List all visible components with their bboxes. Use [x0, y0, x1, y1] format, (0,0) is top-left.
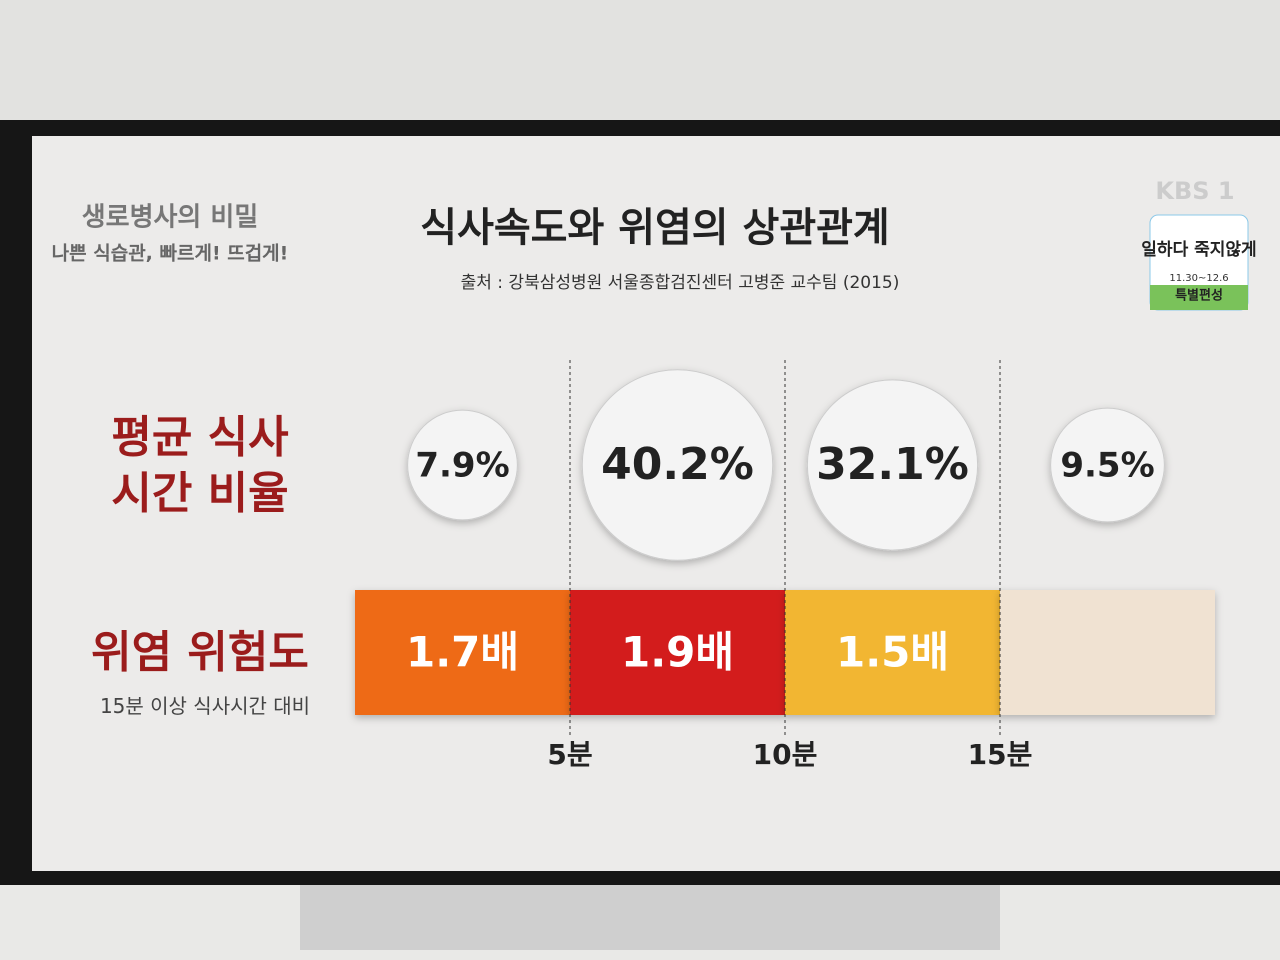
risk-bar	[355, 590, 570, 715]
risk-bar	[1000, 590, 1215, 715]
row-note: 15분 이상 식사시간 대비	[99, 694, 311, 718]
chart-source: 출처 : 강북삼성병원 서울종합검진센터 고병준 교수팀 (2015)	[461, 273, 900, 293]
risk-label: 1.5배	[836, 628, 949, 677]
channel-logo: KBS 1	[1155, 177, 1234, 205]
share-label: 40.2%	[601, 439, 754, 490]
risk-label: 1.7배	[406, 628, 519, 677]
chart-title: 식사속도와 위염의 상관관계	[420, 205, 889, 251]
share-circle	[407, 409, 518, 521]
risk-bar	[785, 590, 1000, 715]
badge-grass	[1150, 285, 1248, 310]
x-tick-label: 10분	[753, 738, 818, 771]
x-tick-label: 15분	[968, 738, 1033, 771]
share-circle	[806, 379, 979, 551]
tv-stand	[300, 880, 1000, 950]
risk-bar	[570, 590, 785, 715]
program-tagline: 나쁜 식습관, 빠르게! 뜨겁게!	[52, 243, 289, 265]
x-tick-label: 5분	[547, 738, 592, 771]
row-label: 위염 위험도	[91, 627, 309, 678]
row-label: 평균 식사 시간 비율	[111, 412, 289, 519]
share-circle	[1050, 407, 1165, 523]
program-logo: 생로병사의 비밀	[82, 203, 259, 233]
share-circle	[581, 369, 774, 561]
share-label: 7.9%	[415, 446, 509, 486]
share-label: 9.5%	[1060, 446, 1154, 486]
campaign-title: 일하다 죽지않게	[1141, 240, 1256, 260]
campaign-note: 특별편성	[1175, 288, 1223, 304]
share-label: 32.1%	[816, 439, 969, 490]
wall	[0, 0, 1280, 125]
campaign-dates: 11.30~12.6	[1169, 273, 1228, 284]
risk-label: 1.9배	[621, 628, 734, 677]
